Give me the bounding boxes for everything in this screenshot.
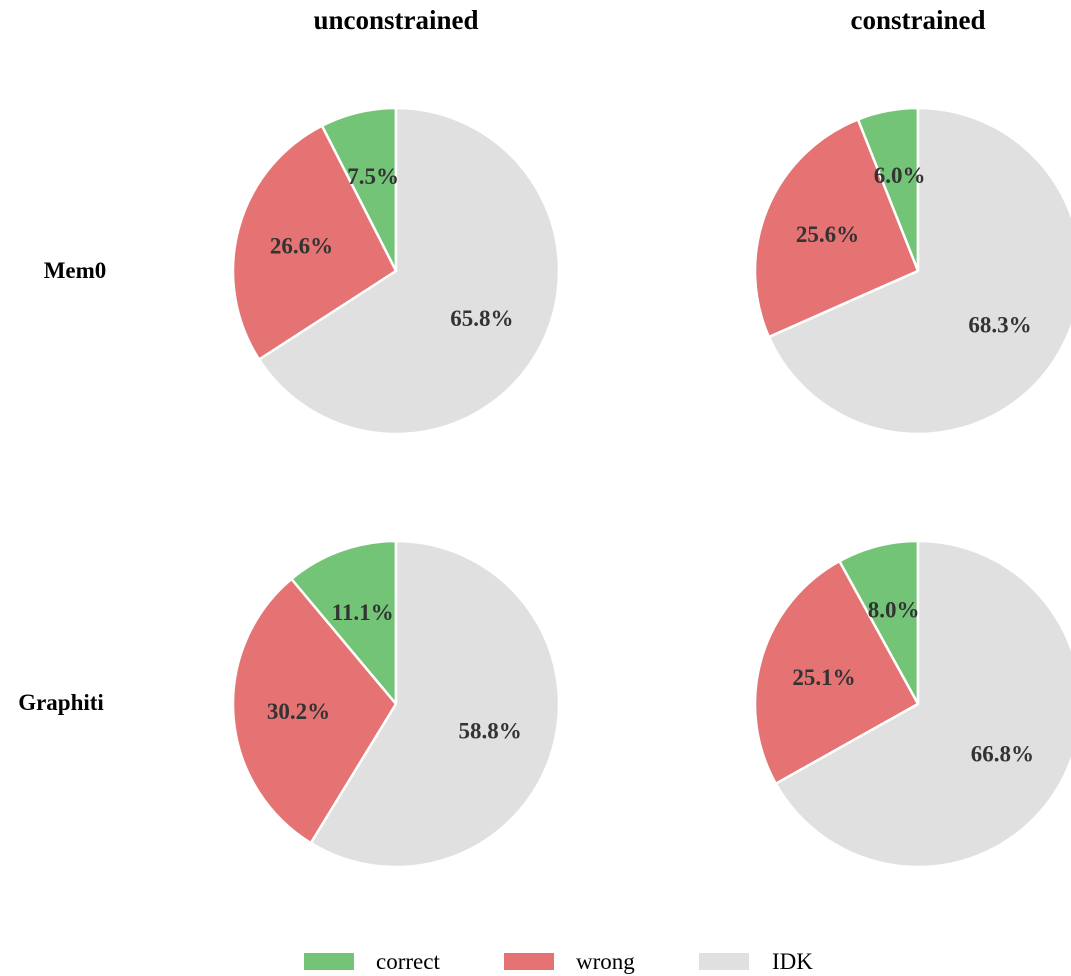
pie-label-graphiti-constrained-idk: 66.8%	[971, 741, 1034, 766]
pie-slice-graphiti-unconstrained-correct	[290, 539, 398, 706]
row-label-graphiti: Graphiti	[18, 690, 104, 715]
pie-slice-mem0-unconstrained-wrong	[231, 124, 398, 361]
pie-label-mem0-unconstrained-wrong: 26.6%	[270, 234, 333, 259]
pie-slice-graphiti-unconstrained-wrong	[231, 577, 398, 845]
pie-slice-mem0-constrained-idk	[767, 106, 1071, 436]
column-title-constrained: constrained	[851, 5, 986, 35]
pie-slice-graphiti-constrained-idk	[774, 539, 1071, 869]
pie-slice-graphiti-unconstrained-idk	[309, 539, 561, 869]
legend-label-correct: correct	[376, 949, 440, 974]
pie-label-mem0-constrained-wrong: 25.6%	[796, 222, 859, 247]
row-label-mem0: Mem0	[44, 258, 107, 283]
legend: correct wrong IDK	[304, 949, 813, 974]
pie-label-graphiti-constrained-correct: 8.0%	[868, 597, 920, 622]
pie-label-graphiti-unconstrained-correct: 11.1%	[332, 600, 394, 625]
pie-slice-mem0-constrained-wrong	[753, 118, 920, 339]
legend-swatch-correct	[304, 953, 354, 970]
pie-slice-mem0-unconstrained-idk	[257, 106, 561, 436]
pie-label-graphiti-unconstrained-idk: 58.8%	[459, 719, 522, 744]
pie-label-mem0-unconstrained-correct: 7.5%	[347, 164, 399, 189]
legend-label-idk: IDK	[772, 949, 813, 974]
column-title-unconstrained: unconstrained	[313, 5, 478, 35]
pie-label-graphiti-constrained-wrong: 25.1%	[792, 665, 855, 690]
pie-label-mem0-constrained-idk: 68.3%	[968, 312, 1031, 337]
pie-label-graphiti-unconstrained-wrong: 30.2%	[267, 699, 330, 724]
legend-swatch-wrong	[504, 953, 554, 970]
pie-label-mem0-unconstrained-idk: 65.8%	[450, 306, 513, 331]
legend-label-wrong: wrong	[576, 949, 635, 974]
legend-swatch-idk	[699, 953, 749, 970]
pie-slice-graphiti-constrained-wrong	[753, 559, 920, 785]
pies-group: 7.5% 26.6% 65.8% 6.0% 25.6% 68.3% 11.1% 30.2% 58…	[231, 106, 1071, 869]
pie-label-mem0-constrained-correct: 6.0%	[874, 163, 926, 188]
